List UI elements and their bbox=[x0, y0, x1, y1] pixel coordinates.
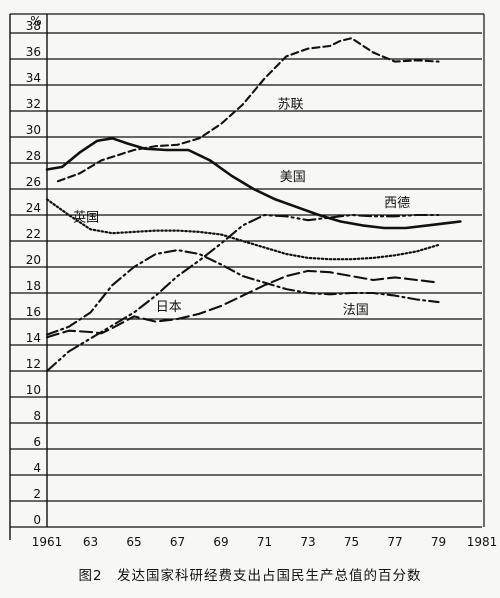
x-tick-label: 65 bbox=[126, 535, 141, 549]
series-lines bbox=[45, 37, 462, 373]
series-label: 法国 bbox=[343, 303, 369, 318]
x-tick-label: 75 bbox=[344, 535, 359, 549]
x-tick-label: 71 bbox=[257, 535, 272, 549]
y-tick-label: 0 bbox=[33, 513, 41, 527]
x-tick-label: 73 bbox=[300, 535, 315, 549]
y-tick-label: 34 bbox=[26, 71, 41, 85]
series-line-美国 bbox=[45, 137, 462, 230]
y-tick-label: 30 bbox=[26, 123, 41, 137]
y-tick-label: 6 bbox=[33, 435, 41, 449]
series-line-日本 bbox=[45, 269, 440, 339]
x-tick-label: 1981 bbox=[467, 535, 498, 549]
x-tick-label: 63 bbox=[83, 535, 98, 549]
y-tick-label: 24 bbox=[26, 201, 41, 215]
x-tick-label: 1961 bbox=[32, 535, 63, 549]
y-tick-label: 14 bbox=[26, 331, 41, 345]
x-tick-labels: 1961 63 65 67 69 71 73 75 77 79 1981 bbox=[32, 535, 498, 549]
series-line-英国 bbox=[45, 198, 440, 261]
y-tick-label: 32 bbox=[26, 97, 41, 111]
x-tick-label: 77 bbox=[387, 535, 402, 549]
figure-caption: 图2 发达国家科研经费支出占国民生产总值的百分数 bbox=[78, 568, 422, 584]
x-tick-label: 67 bbox=[170, 535, 185, 549]
y-tick-label: 12 bbox=[26, 357, 41, 371]
axes bbox=[9, 13, 485, 540]
series-line-法国 bbox=[45, 249, 440, 336]
series-label: 西德 bbox=[384, 196, 410, 211]
y-tick-label: 26 bbox=[26, 175, 41, 189]
y-tick-label: 20 bbox=[26, 253, 41, 267]
y-unit-label: % bbox=[30, 14, 41, 28]
y-tick-label: 2 bbox=[33, 487, 41, 501]
y-tick-label: 10 bbox=[26, 383, 41, 397]
y-tick-label: 4 bbox=[33, 461, 41, 475]
x-tick-label: 79 bbox=[431, 535, 446, 549]
y-tick-label: 38 bbox=[26, 19, 41, 33]
series-label: 苏联 bbox=[278, 96, 304, 112]
series-line-西德 bbox=[45, 213, 440, 373]
y-tick-label: 22 bbox=[26, 227, 41, 241]
y-tick-label: 28 bbox=[26, 149, 41, 163]
y-tick-label: 18 bbox=[26, 279, 41, 293]
x-tick-label: 69 bbox=[213, 535, 228, 549]
series-label: 日本 bbox=[156, 300, 182, 315]
y-tick-label: 36 bbox=[26, 45, 41, 59]
series-label: 美国 bbox=[280, 170, 306, 185]
series-line-苏联 bbox=[56, 37, 440, 183]
y-tick-label: 16 bbox=[26, 305, 41, 319]
series-label: 英国 bbox=[73, 211, 99, 226]
y-tick-label: 8 bbox=[33, 409, 41, 423]
